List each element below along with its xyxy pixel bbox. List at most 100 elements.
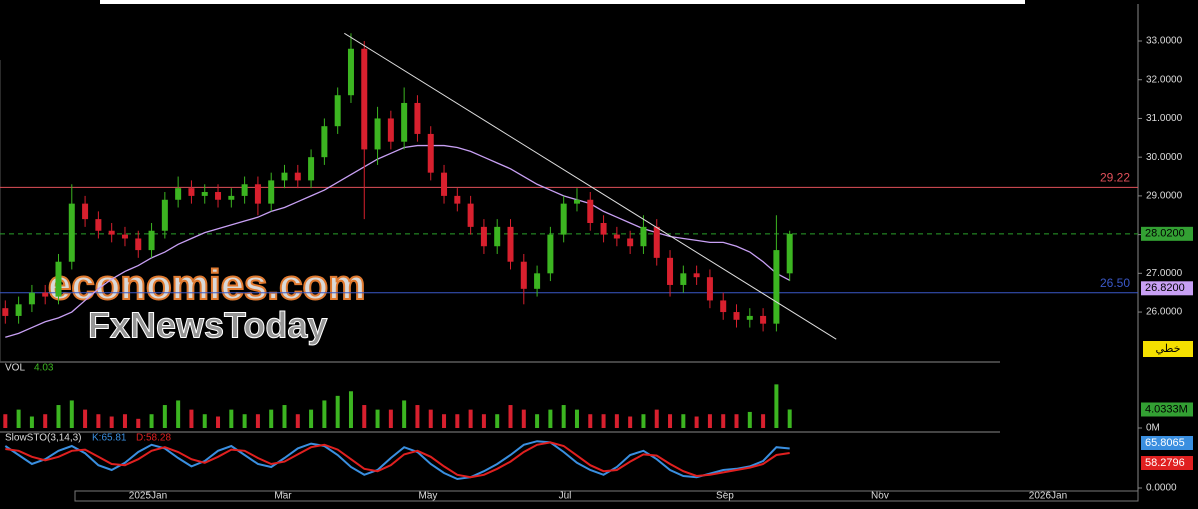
- stoch-legend: K:65.81: [92, 433, 127, 444]
- trendline: [344, 32, 837, 340]
- candle-body: [108, 230, 115, 235]
- volume-bar: [481, 414, 486, 428]
- stoch-title: SlowSTO(3,14,3): [5, 433, 82, 444]
- candle-body: [507, 226, 514, 262]
- volume-bar: [96, 414, 101, 428]
- volume-bar: [269, 409, 274, 428]
- volume-bar: [162, 405, 167, 428]
- candle-body: [2, 308, 9, 316]
- candle-body: [68, 203, 75, 262]
- candle-body: [175, 188, 182, 200]
- volume-bar: [761, 414, 766, 428]
- volume-bar: [309, 409, 314, 428]
- volume-bar: [548, 409, 553, 428]
- candle-body: [281, 172, 288, 181]
- stoch-line: [4, 440, 790, 481]
- candle-body: [667, 257, 674, 285]
- volume-bar: [428, 409, 433, 428]
- volume-bar: [495, 414, 500, 428]
- candle-body: [786, 233, 793, 274]
- volume-bar: [694, 416, 699, 428]
- candle-body: [653, 226, 660, 258]
- volume-bar: [109, 416, 114, 428]
- candle-body: [494, 226, 501, 247]
- x-tick-label: Mar: [274, 491, 292, 502]
- stoch-line: [5, 441, 790, 479]
- candle-body: [201, 192, 208, 196]
- ma-tag: 26.8200: [1145, 282, 1185, 294]
- volume-bar: [388, 409, 393, 428]
- volume-bar: [588, 414, 593, 428]
- volume-bar: [69, 400, 74, 428]
- watermark: FxNewsToday: [88, 305, 327, 346]
- ma-tag-bg: [1141, 281, 1193, 296]
- stoch-tag-bg: [1141, 456, 1193, 470]
- volume-bar: [734, 414, 739, 428]
- candle-body: [82, 203, 89, 220]
- volume-bar: [43, 414, 48, 428]
- volume-bar: [442, 414, 447, 428]
- y-tick-label: 26.0000: [1146, 307, 1183, 318]
- candle-body: [467, 203, 474, 227]
- candle-body: [321, 126, 328, 158]
- volume-bar: [189, 409, 194, 428]
- volume-bar: [149, 414, 154, 428]
- volume-bar: [508, 405, 513, 428]
- candle-body: [746, 315, 753, 320]
- candle-body: [361, 48, 368, 150]
- badge-bg: [1143, 341, 1193, 357]
- stoch-tag-bg: [1141, 436, 1193, 450]
- volume-bar: [29, 416, 34, 428]
- volume-bar: [574, 409, 579, 428]
- volume-bar: [56, 405, 61, 428]
- x-tick-label: Nov: [871, 491, 889, 502]
- volume-bar: [83, 409, 88, 428]
- candle-body: [640, 226, 647, 247]
- candle-body: [334, 95, 341, 127]
- volume-bar: [335, 395, 340, 428]
- volume-bar: [614, 414, 619, 428]
- volume-bar: [176, 400, 181, 428]
- candle-body: [773, 250, 780, 324]
- volume-bar: [455, 414, 460, 428]
- candle-body: [613, 234, 620, 239]
- y-tick-label: 0M: [1146, 423, 1160, 434]
- level-label: 29.22: [1100, 171, 1130, 185]
- candle-body: [268, 180, 275, 204]
- volume-bar: [468, 409, 473, 428]
- volume-bar: [242, 414, 247, 428]
- volume-bar: [16, 409, 21, 428]
- watermark: economies.com: [48, 261, 365, 308]
- candle-body: [600, 222, 607, 235]
- candle-body: [188, 188, 195, 196]
- price-tag: 28.0200: [1145, 228, 1185, 240]
- candle-body: [534, 273, 541, 289]
- candle-body: [387, 118, 394, 142]
- volume-bar: [375, 409, 380, 428]
- volume-bar: [295, 414, 300, 428]
- x-tick-label: Jul: [559, 491, 572, 502]
- y-tick-label: 33.0000: [1146, 36, 1183, 47]
- candle-body: [587, 199, 594, 223]
- volume-bar: [216, 416, 221, 428]
- candle-body: [374, 118, 381, 150]
- volume-bar: [747, 411, 752, 428]
- volume-bar: [787, 409, 792, 428]
- candle-body: [135, 238, 142, 251]
- volume-bar: [122, 414, 127, 428]
- x-tick-label: May: [418, 491, 437, 502]
- volume-bar: [654, 409, 659, 428]
- candle-body: [15, 304, 22, 316]
- badge: خطي: [1156, 343, 1181, 355]
- y-tick-label: 29.0000: [1146, 191, 1183, 202]
- volume-name: VOL: [5, 363, 25, 374]
- candle-body: [680, 273, 687, 285]
- candle-body: [706, 277, 713, 301]
- candle-body: [454, 195, 461, 204]
- volume-bar: [402, 400, 407, 428]
- stoch-legend: D:58.28: [136, 433, 171, 444]
- candle-body: [215, 192, 222, 200]
- x-tick-label: 2026Jan: [1029, 491, 1067, 502]
- volume-bar: [415, 405, 420, 428]
